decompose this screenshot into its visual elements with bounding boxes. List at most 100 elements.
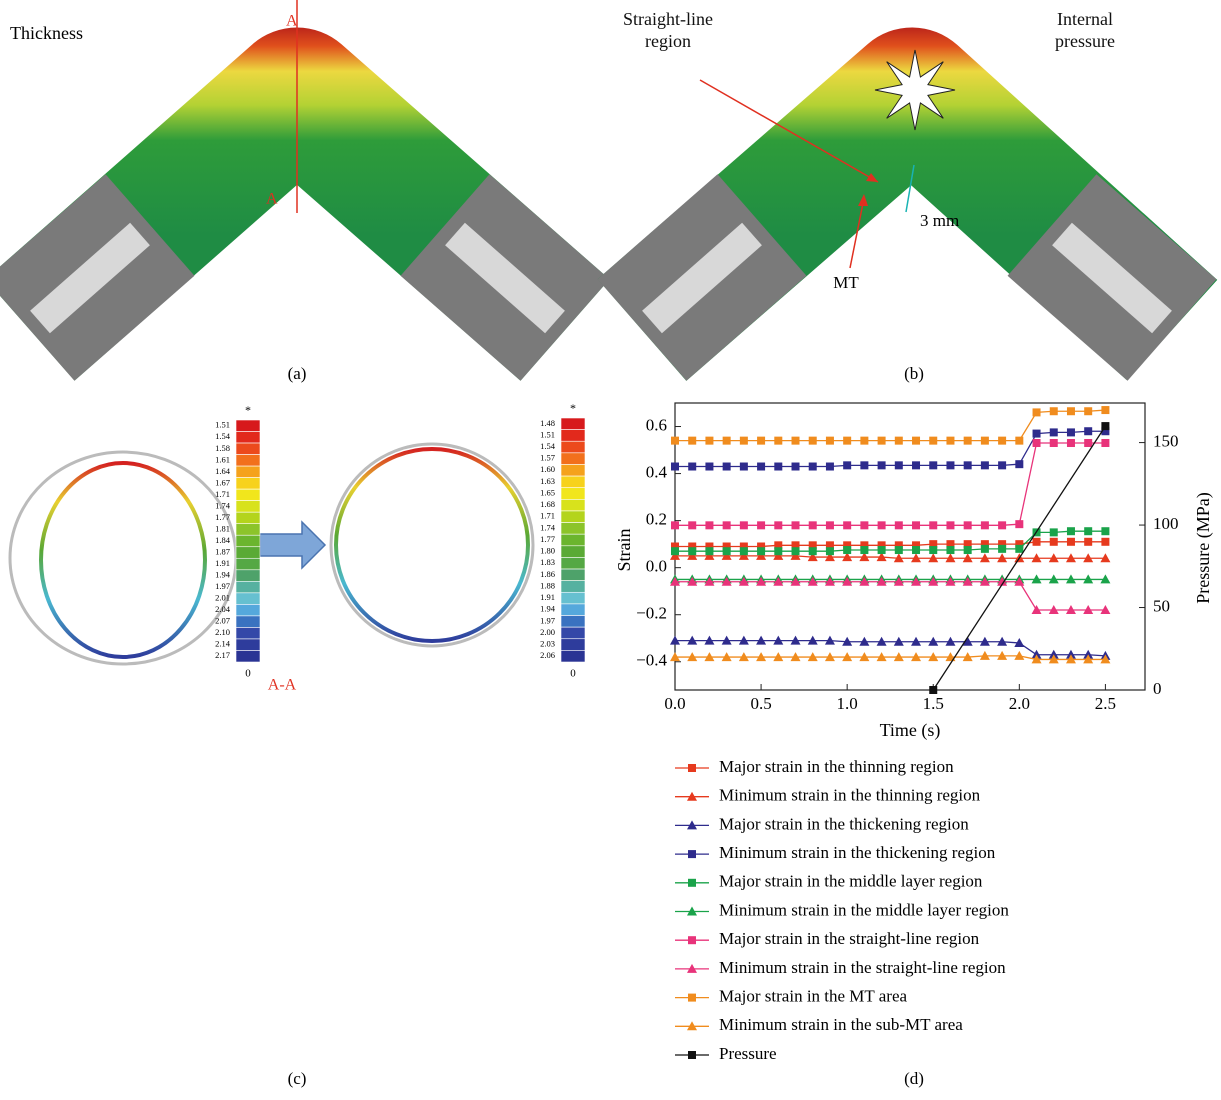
scale-label: 1.54	[540, 441, 556, 451]
scale-label: 2.03	[540, 639, 555, 649]
marker	[860, 521, 868, 529]
marker	[774, 547, 782, 555]
marker	[1084, 407, 1092, 415]
marker	[723, 547, 731, 555]
scale-swatch	[561, 453, 585, 465]
scale-bottom: 0	[245, 668, 251, 680]
y2-axis-label: Pressure (MPa)	[1193, 492, 1214, 603]
legend-marker	[688, 994, 696, 1002]
marker	[1067, 407, 1075, 415]
color-scale: *1.511.541.581.611.641.671.711.741.771.8…	[215, 403, 260, 680]
scale-label: 1.83	[540, 557, 555, 567]
figure: Thickness A A (a) 3 mm MT (b) *1.511.541…	[0, 0, 1221, 1100]
marker	[929, 521, 937, 529]
y-tick-label: −0.2	[636, 604, 667, 623]
scale-label: 1.61	[215, 454, 230, 464]
scale-label: 1.80	[540, 546, 555, 556]
scale-swatch	[236, 570, 260, 582]
marker	[1033, 430, 1041, 438]
legend-label: Minimum strain in the sub-MT area	[719, 1015, 963, 1034]
scale-swatch	[236, 501, 260, 513]
scale-label: 1.51	[540, 429, 555, 439]
marker	[860, 461, 868, 469]
series-line	[675, 431, 1105, 466]
scale-label: 2.04	[215, 604, 231, 614]
scale-swatch	[236, 420, 260, 432]
marker	[912, 521, 920, 529]
y-tick-label: 0.2	[646, 510, 667, 529]
marker	[671, 437, 679, 445]
marker	[671, 463, 679, 471]
scale-label: 2.17	[215, 650, 230, 660]
scale-label: 1.77	[540, 534, 555, 544]
legend-label: Major strain in the straight-line region	[719, 929, 980, 948]
marker	[809, 547, 817, 555]
marker	[878, 461, 886, 469]
legend-label: Major strain in the MT area	[719, 987, 908, 1006]
scale-label: 2.07	[215, 616, 230, 626]
marker	[705, 521, 713, 529]
scale-swatch	[236, 443, 260, 455]
scale-swatch	[561, 523, 585, 535]
marker	[843, 437, 851, 445]
marker	[878, 521, 886, 529]
x-tick-label: 1.0	[837, 694, 858, 713]
marker	[981, 461, 989, 469]
scale-swatch	[561, 557, 585, 569]
series-line	[675, 556, 1105, 558]
legend-label: Major strain in the thinning region	[719, 757, 954, 776]
section-mark: A	[266, 191, 278, 208]
scale-label: 1.74	[215, 500, 231, 510]
scale-swatch	[236, 466, 260, 478]
marker	[1101, 406, 1109, 414]
elbow-a	[30, 0, 565, 330]
marker	[688, 521, 696, 529]
marker	[809, 463, 817, 471]
legend-label: Major strain in the middle layer region	[719, 872, 983, 891]
marker	[998, 521, 1006, 529]
marker	[964, 546, 972, 554]
marker	[740, 521, 748, 529]
marker	[946, 437, 954, 445]
marker	[688, 547, 696, 555]
series-line	[675, 443, 1105, 525]
marker	[912, 461, 920, 469]
scale-label: 1.58	[215, 443, 230, 453]
scale-swatch	[236, 627, 260, 639]
scale-swatch	[561, 650, 585, 662]
y-tick-label: 0.4	[646, 462, 668, 481]
marker	[688, 463, 696, 471]
scale-label: 2.06	[540, 650, 555, 660]
marker	[757, 463, 765, 471]
scale-swatch	[236, 639, 260, 651]
scale-label: 1.71	[215, 489, 230, 499]
marker	[860, 437, 868, 445]
scale-swatch	[561, 616, 585, 628]
scale-swatch	[561, 604, 585, 616]
marker	[705, 437, 713, 445]
scale-label: 1.63	[540, 476, 555, 486]
marker	[740, 547, 748, 555]
color-scale: *1.481.511.541.571.601.631.651.681.711.7…	[540, 401, 585, 680]
marker	[843, 461, 851, 469]
scale-swatch	[236, 432, 260, 444]
scale-label: 1.51	[215, 420, 230, 430]
section-label: A-A	[268, 677, 297, 694]
series-line	[675, 582, 1105, 610]
scale-label: 1.54	[215, 431, 231, 441]
scale-label: 1.48	[540, 418, 555, 428]
marker	[929, 686, 937, 694]
marker	[826, 463, 834, 471]
marker	[705, 463, 713, 471]
marker	[895, 521, 903, 529]
marker	[1015, 437, 1023, 445]
marker	[981, 437, 989, 445]
legend-marker	[688, 1051, 696, 1059]
marker	[1067, 527, 1075, 535]
marker	[1084, 527, 1092, 535]
scale-swatch	[561, 639, 585, 651]
marker	[998, 437, 1006, 445]
legend-label: Minimum strain in the thinning region	[719, 786, 981, 805]
series-line	[675, 641, 1105, 656]
scale-swatch	[561, 592, 585, 604]
